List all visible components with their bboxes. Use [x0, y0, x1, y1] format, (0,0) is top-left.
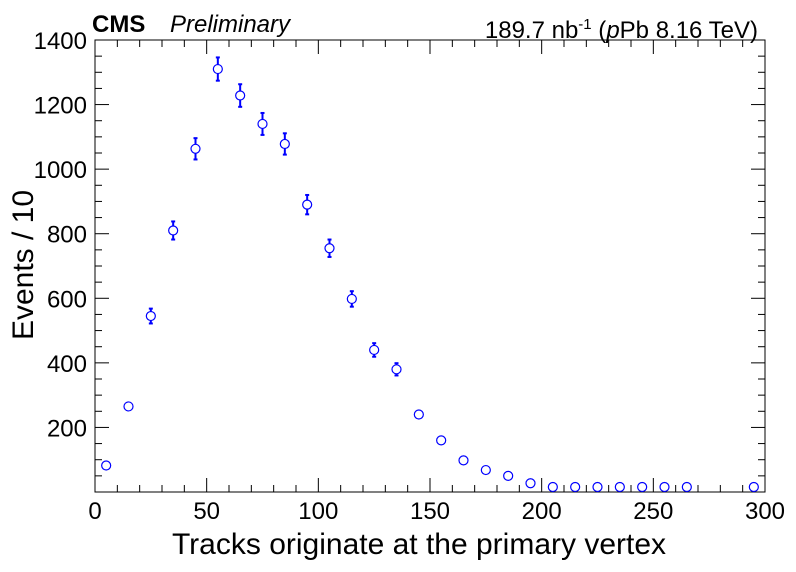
- marker-open-circle: [547, 481, 558, 493]
- status-label: Preliminary: [170, 11, 291, 38]
- marker-open-circle: [212, 63, 223, 75]
- marker-open-circle: [637, 481, 648, 493]
- data-point: [123, 401, 134, 412]
- marker-open-circle: [190, 143, 201, 154]
- data-point: [503, 470, 514, 481]
- marker-open-circle: [168, 225, 179, 236]
- marker-open-circle: [436, 435, 447, 446]
- marker-open-circle: [614, 481, 625, 493]
- marker-open-circle: [659, 481, 670, 493]
- x-tick-label: 50: [193, 498, 220, 525]
- data-point: [614, 481, 625, 493]
- data-point: [458, 455, 469, 466]
- data-point: [235, 83, 246, 108]
- marker-open-circle: [369, 344, 380, 356]
- data-point: [637, 481, 648, 493]
- data-point: [525, 478, 536, 489]
- marker-open-circle: [592, 481, 603, 493]
- data-point: [369, 342, 380, 358]
- experiment-label: CMS: [92, 11, 146, 38]
- y-axis-title: Events / 10: [7, 189, 40, 341]
- data-point: [659, 481, 670, 493]
- data-point: [101, 460, 112, 471]
- y-tick-label: 1000: [34, 157, 87, 184]
- x-axis-title: Tracks originate at the primary vertex: [171, 528, 667, 561]
- data-point: [748, 481, 759, 493]
- marker-open-circle: [413, 409, 424, 420]
- plot-frame: [94, 39, 766, 493]
- data-point: [346, 290, 357, 308]
- marker-open-circle: [480, 464, 491, 476]
- x-tick-label: 150: [410, 498, 450, 525]
- marker-open-circle: [391, 364, 402, 375]
- marker-open-circle: [279, 138, 290, 150]
- marker-open-circle: [525, 478, 536, 489]
- y-tick-label: 600: [47, 286, 87, 313]
- data-point: [168, 220, 179, 241]
- marker-open-circle: [681, 481, 692, 493]
- data-point: [480, 464, 491, 476]
- data-point: [391, 362, 402, 377]
- x-tick-label: 0: [88, 498, 101, 525]
- lumi-system-open: (: [591, 17, 607, 44]
- x-tick-label: 300: [745, 498, 785, 525]
- data-point: [302, 193, 313, 216]
- marker-open-circle: [324, 243, 335, 254]
- marker-open-circle: [257, 118, 268, 130]
- data-point: [279, 132, 290, 156]
- data-point: [413, 409, 424, 420]
- marker-open-circle: [346, 293, 357, 305]
- marker-open-circle: [123, 401, 134, 412]
- x-tick-label: 250: [633, 498, 673, 525]
- marker-open-circle: [235, 90, 246, 101]
- y-tick-label: 200: [47, 415, 87, 442]
- data-point: [681, 481, 692, 493]
- data-point: [547, 481, 558, 493]
- lumi-system-italic: p: [606, 17, 620, 44]
- y-tick-label: 1400: [34, 28, 87, 55]
- data-point: [436, 435, 447, 446]
- x-tick-label: 100: [298, 498, 338, 525]
- data-point: [190, 137, 201, 161]
- y-tick-label: 800: [47, 222, 87, 249]
- data-point: [212, 56, 223, 82]
- data-point: [592, 481, 603, 493]
- x-axis: 0 50 100 150 200 250 300: [88, 40, 785, 525]
- marker-open-circle: [145, 310, 156, 322]
- data-point: [324, 238, 335, 258]
- marker-open-circle: [503, 470, 514, 481]
- data-point: [257, 111, 268, 136]
- y-tick-label: 1200: [34, 93, 87, 120]
- data-point: [570, 481, 581, 493]
- marker-open-circle: [570, 481, 581, 493]
- data-series: [101, 56, 759, 493]
- data-point: [145, 307, 156, 325]
- marker-open-circle: [101, 460, 112, 471]
- y-tick-label: 400: [47, 351, 87, 378]
- x-tick-label: 200: [522, 498, 562, 525]
- marker-open-circle: [302, 199, 313, 210]
- marker-open-circle: [748, 481, 759, 493]
- y-axis: 200 400 600 800 1000 1200 1400: [34, 28, 765, 477]
- lumi-exponent: -1: [578, 16, 592, 33]
- marker-open-circle: [458, 455, 469, 466]
